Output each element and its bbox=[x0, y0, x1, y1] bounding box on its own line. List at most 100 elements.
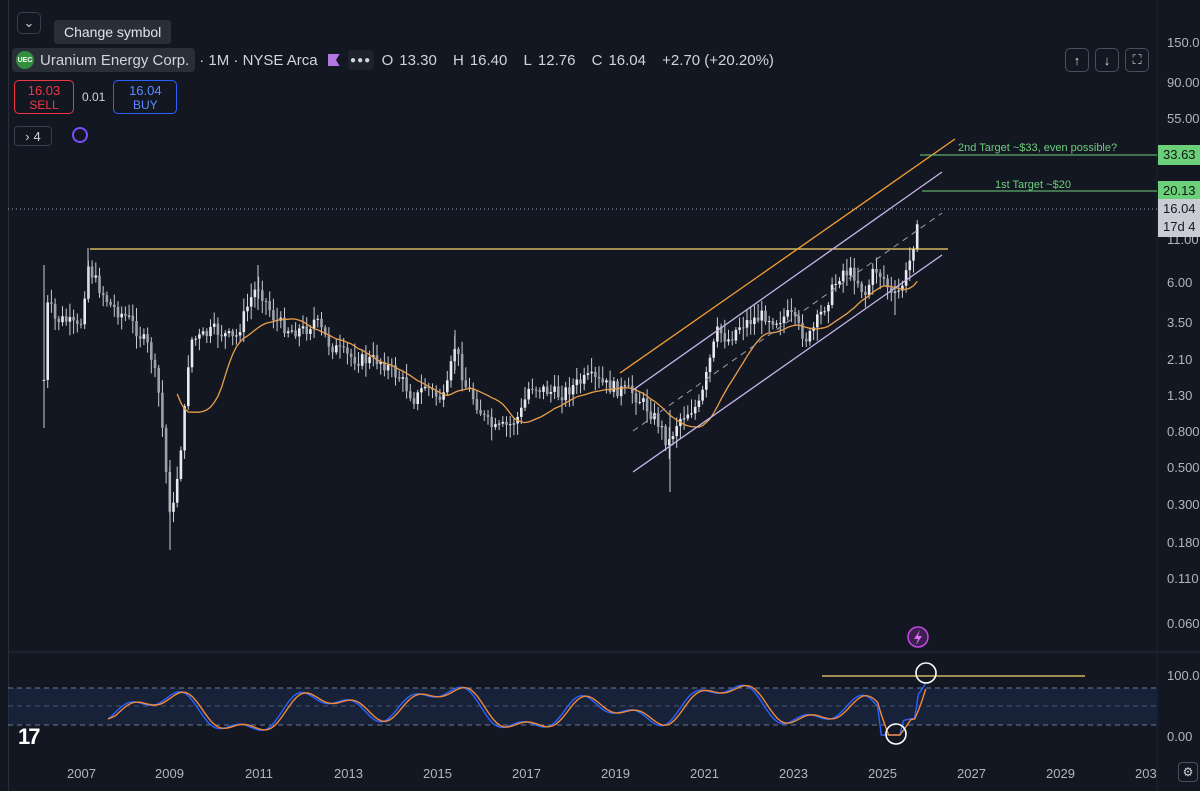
candle-body bbox=[682, 418, 686, 420]
candle-body bbox=[779, 323, 782, 325]
target2-label[interactable]: 2nd Target ~$33, even possible? bbox=[958, 142, 1117, 154]
candle-body bbox=[294, 330, 297, 337]
y-label[interactable]: 90.00 bbox=[1167, 75, 1200, 90]
tradingview-logo-icon[interactable]: 17 bbox=[18, 724, 41, 749]
candle-body bbox=[660, 426, 664, 428]
candle-body bbox=[483, 413, 486, 416]
candle-body bbox=[545, 386, 549, 394]
candle-body bbox=[90, 266, 94, 278]
candles-group bbox=[42, 220, 919, 550]
candle-body bbox=[582, 374, 586, 384]
countdown-tag: 17d 4 bbox=[1158, 217, 1200, 237]
x-label[interactable]: 2015 bbox=[423, 766, 452, 781]
sync-icon[interactable] bbox=[72, 127, 88, 143]
candle-body bbox=[124, 313, 127, 316]
x-label[interactable]: 2007 bbox=[67, 766, 96, 781]
x-label[interactable]: 2009 bbox=[155, 766, 184, 781]
candle-body bbox=[753, 317, 756, 325]
arrow-down-icon[interactable]: ↓ bbox=[1095, 48, 1119, 72]
candle-body bbox=[150, 342, 153, 360]
last-price-tag[interactable]: 16.04 bbox=[1158, 199, 1200, 219]
stoch-highlight-circle[interactable] bbox=[915, 662, 937, 684]
low-value: 12.76 bbox=[537, 51, 576, 69]
gear-icon[interactable]: ⚙ bbox=[1178, 762, 1198, 782]
y-label[interactable]: 3.50 bbox=[1167, 315, 1193, 330]
candle-body bbox=[701, 389, 704, 401]
candle-body bbox=[697, 400, 701, 407]
target1-price-tag[interactable]: 20.13 bbox=[1158, 181, 1200, 201]
candle-body bbox=[305, 326, 308, 335]
y-label[interactable]: 0.180 bbox=[1167, 535, 1200, 550]
candle-body bbox=[486, 415, 490, 417]
stoch-low-circle[interactable] bbox=[885, 723, 907, 745]
x-label[interactable]: 2025 bbox=[868, 766, 897, 781]
candle-body bbox=[564, 387, 567, 401]
candle-body bbox=[675, 426, 678, 437]
buy-label: BUY bbox=[133, 98, 158, 112]
y-label[interactable]: 150.0 bbox=[1167, 35, 1200, 50]
candle-body bbox=[242, 311, 246, 333]
y-label[interactable]: 0.300 bbox=[1167, 497, 1200, 512]
y-label[interactable]: 0.800 bbox=[1167, 424, 1200, 439]
arrow-up-icon[interactable]: ↑ bbox=[1065, 48, 1089, 72]
y-label[interactable]: 0.110 bbox=[1167, 571, 1199, 586]
y-label[interactable]: 55.00 bbox=[1167, 111, 1200, 126]
upper-trend-line[interactable] bbox=[619, 138, 956, 374]
y-label[interactable]: 1.30 bbox=[1167, 388, 1193, 403]
x-label[interactable]: 2021 bbox=[690, 766, 719, 781]
symbol-name: Uranium Energy Corp. bbox=[40, 51, 190, 69]
x-label[interactable]: 2011 bbox=[245, 766, 273, 781]
candle-body bbox=[338, 345, 342, 347]
collapse-button[interactable]: ⌄ bbox=[17, 12, 41, 34]
target1-label[interactable]: 1st Target ~$20 bbox=[995, 179, 1071, 191]
candle-body bbox=[490, 416, 493, 428]
candle-body bbox=[383, 361, 386, 371]
y-label[interactable]: 2.10 bbox=[1167, 352, 1193, 367]
candle-body bbox=[871, 268, 875, 285]
candle-body bbox=[908, 260, 912, 271]
target2-price-tag[interactable]: 33.63 bbox=[1158, 145, 1200, 165]
candle-body bbox=[723, 333, 727, 342]
fullscreen-icon[interactable]: ⛶ bbox=[1125, 48, 1149, 72]
flag-icon[interactable] bbox=[327, 54, 340, 66]
x-label[interactable]: 203 bbox=[1135, 766, 1157, 781]
candle-body bbox=[457, 349, 460, 354]
candle-body bbox=[634, 393, 638, 403]
x-label[interactable]: 2029 bbox=[1046, 766, 1075, 781]
indicators-toggle[interactable]: › 4 bbox=[14, 126, 52, 146]
channel-upper-line[interactable] bbox=[632, 171, 943, 391]
candle-body bbox=[642, 398, 645, 403]
trade-buttons: 16.03 SELL 0.01 16.04 BUY bbox=[14, 80, 178, 114]
channel-mid-line[interactable] bbox=[632, 212, 943, 432]
x-label[interactable]: 2013 bbox=[334, 766, 363, 781]
x-label[interactable]: 2017 bbox=[512, 766, 541, 781]
y-label[interactable]: 0.500 bbox=[1167, 460, 1200, 475]
sell-price: 16.03 bbox=[27, 83, 61, 98]
y-label[interactable]: 6.00 bbox=[1167, 275, 1193, 290]
interval-exchange[interactable]: · 1M · NYSE Arca bbox=[199, 51, 318, 69]
more-dots-icon[interactable]: ●●● bbox=[347, 50, 374, 70]
candle-body bbox=[198, 334, 201, 339]
channel-lower-line[interactable] bbox=[632, 254, 943, 473]
x-label[interactable]: 2023 bbox=[779, 766, 808, 781]
y-label[interactable]: 0.060 bbox=[1167, 616, 1200, 631]
buy-button[interactable]: 16.04 BUY bbox=[113, 80, 178, 114]
x-label[interactable]: 2027 bbox=[957, 766, 986, 781]
candle-body bbox=[220, 334, 223, 337]
candle-body bbox=[597, 376, 601, 379]
candle-body bbox=[575, 379, 579, 386]
candle-body bbox=[323, 327, 327, 335]
candle-body bbox=[353, 356, 357, 364]
candle-body bbox=[520, 407, 523, 417]
candle-body bbox=[101, 292, 105, 296]
candle-body bbox=[68, 316, 72, 322]
osc-label[interactable]: 100.00 bbox=[1167, 668, 1200, 683]
x-label[interactable]: 2019 bbox=[601, 766, 630, 781]
candle-body bbox=[864, 291, 867, 296]
candle-body bbox=[904, 270, 908, 286]
sell-button[interactable]: 16.03 SELL bbox=[14, 80, 74, 114]
candle-body bbox=[190, 339, 194, 368]
osc-label[interactable]: 0.00 bbox=[1167, 729, 1193, 744]
symbol-button[interactable]: UEC Uranium Energy Corp. bbox=[12, 48, 196, 72]
